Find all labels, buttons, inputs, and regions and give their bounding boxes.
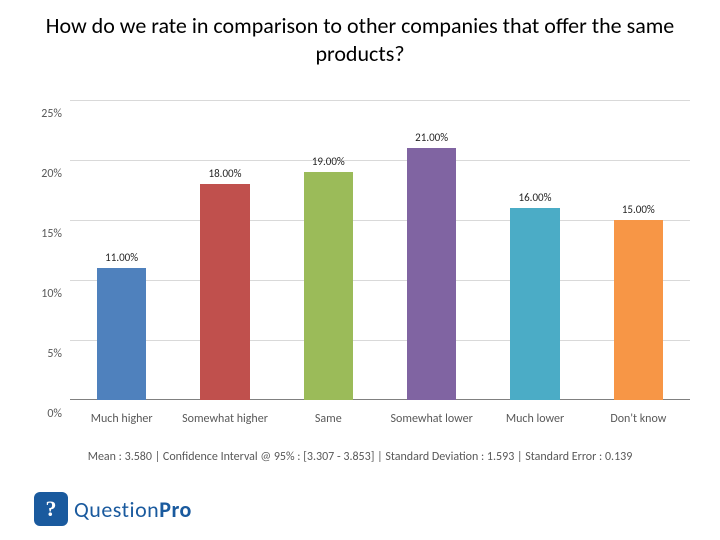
y-tick-label: 10% xyxy=(30,287,62,301)
gridline xyxy=(70,100,690,101)
bar-value-label: 11.00% xyxy=(105,251,138,264)
x-axis-line xyxy=(70,399,690,400)
x-tick-label: Don't know xyxy=(610,412,666,426)
plot-area: 11.00% 18.00% 19.00% 21.00% 16.00% 15.00% xyxy=(70,100,690,400)
logo-text-thin: Question xyxy=(74,496,159,523)
bar-value-label: 15.00% xyxy=(622,203,655,216)
y-tick-label: 20% xyxy=(30,167,62,181)
page-title: How do we rate in comparison to other co… xyxy=(40,12,680,67)
logo: ? QuestionPro xyxy=(34,492,192,526)
logo-mark: ? xyxy=(34,492,68,526)
bar-value-label: 18.00% xyxy=(209,167,242,180)
x-tick-label: Much higher xyxy=(91,412,153,426)
bar xyxy=(97,268,147,400)
bar xyxy=(200,184,250,400)
bar xyxy=(510,208,560,400)
gridline xyxy=(70,340,690,341)
logo-text-bold: Pro xyxy=(159,496,192,523)
slide: How do we rate in comparison to other co… xyxy=(0,0,720,540)
gridline xyxy=(70,220,690,221)
y-tick-label: 5% xyxy=(30,347,62,361)
logo-mark-letter: ? xyxy=(46,496,57,522)
bar-chart: 11.00% 18.00% 19.00% 21.00% 16.00% 15.00% 0% 5… xyxy=(30,100,690,430)
y-tick-label: 15% xyxy=(30,227,62,241)
bar-value-label: 16.00% xyxy=(519,191,552,204)
bar-value-label: 21.00% xyxy=(415,131,448,144)
bar xyxy=(407,148,457,400)
y-tick-label: 25% xyxy=(30,107,62,121)
y-tick-label: 0% xyxy=(30,407,62,421)
x-tick-label: Somewhat lower xyxy=(391,412,473,426)
gridline xyxy=(70,280,690,281)
bar-value-label: 19.00% xyxy=(312,155,345,168)
gridline xyxy=(70,160,690,161)
x-tick-label: Somewhat higher xyxy=(182,412,268,426)
x-tick-label: Same xyxy=(315,412,342,426)
bar xyxy=(304,172,354,400)
logo-text: QuestionPro xyxy=(74,496,192,523)
bar xyxy=(614,220,664,400)
x-tick-label: Much lower xyxy=(506,412,564,426)
stats-line: Mean : 3.580 | Confidence Interval @ 95%… xyxy=(0,450,720,464)
